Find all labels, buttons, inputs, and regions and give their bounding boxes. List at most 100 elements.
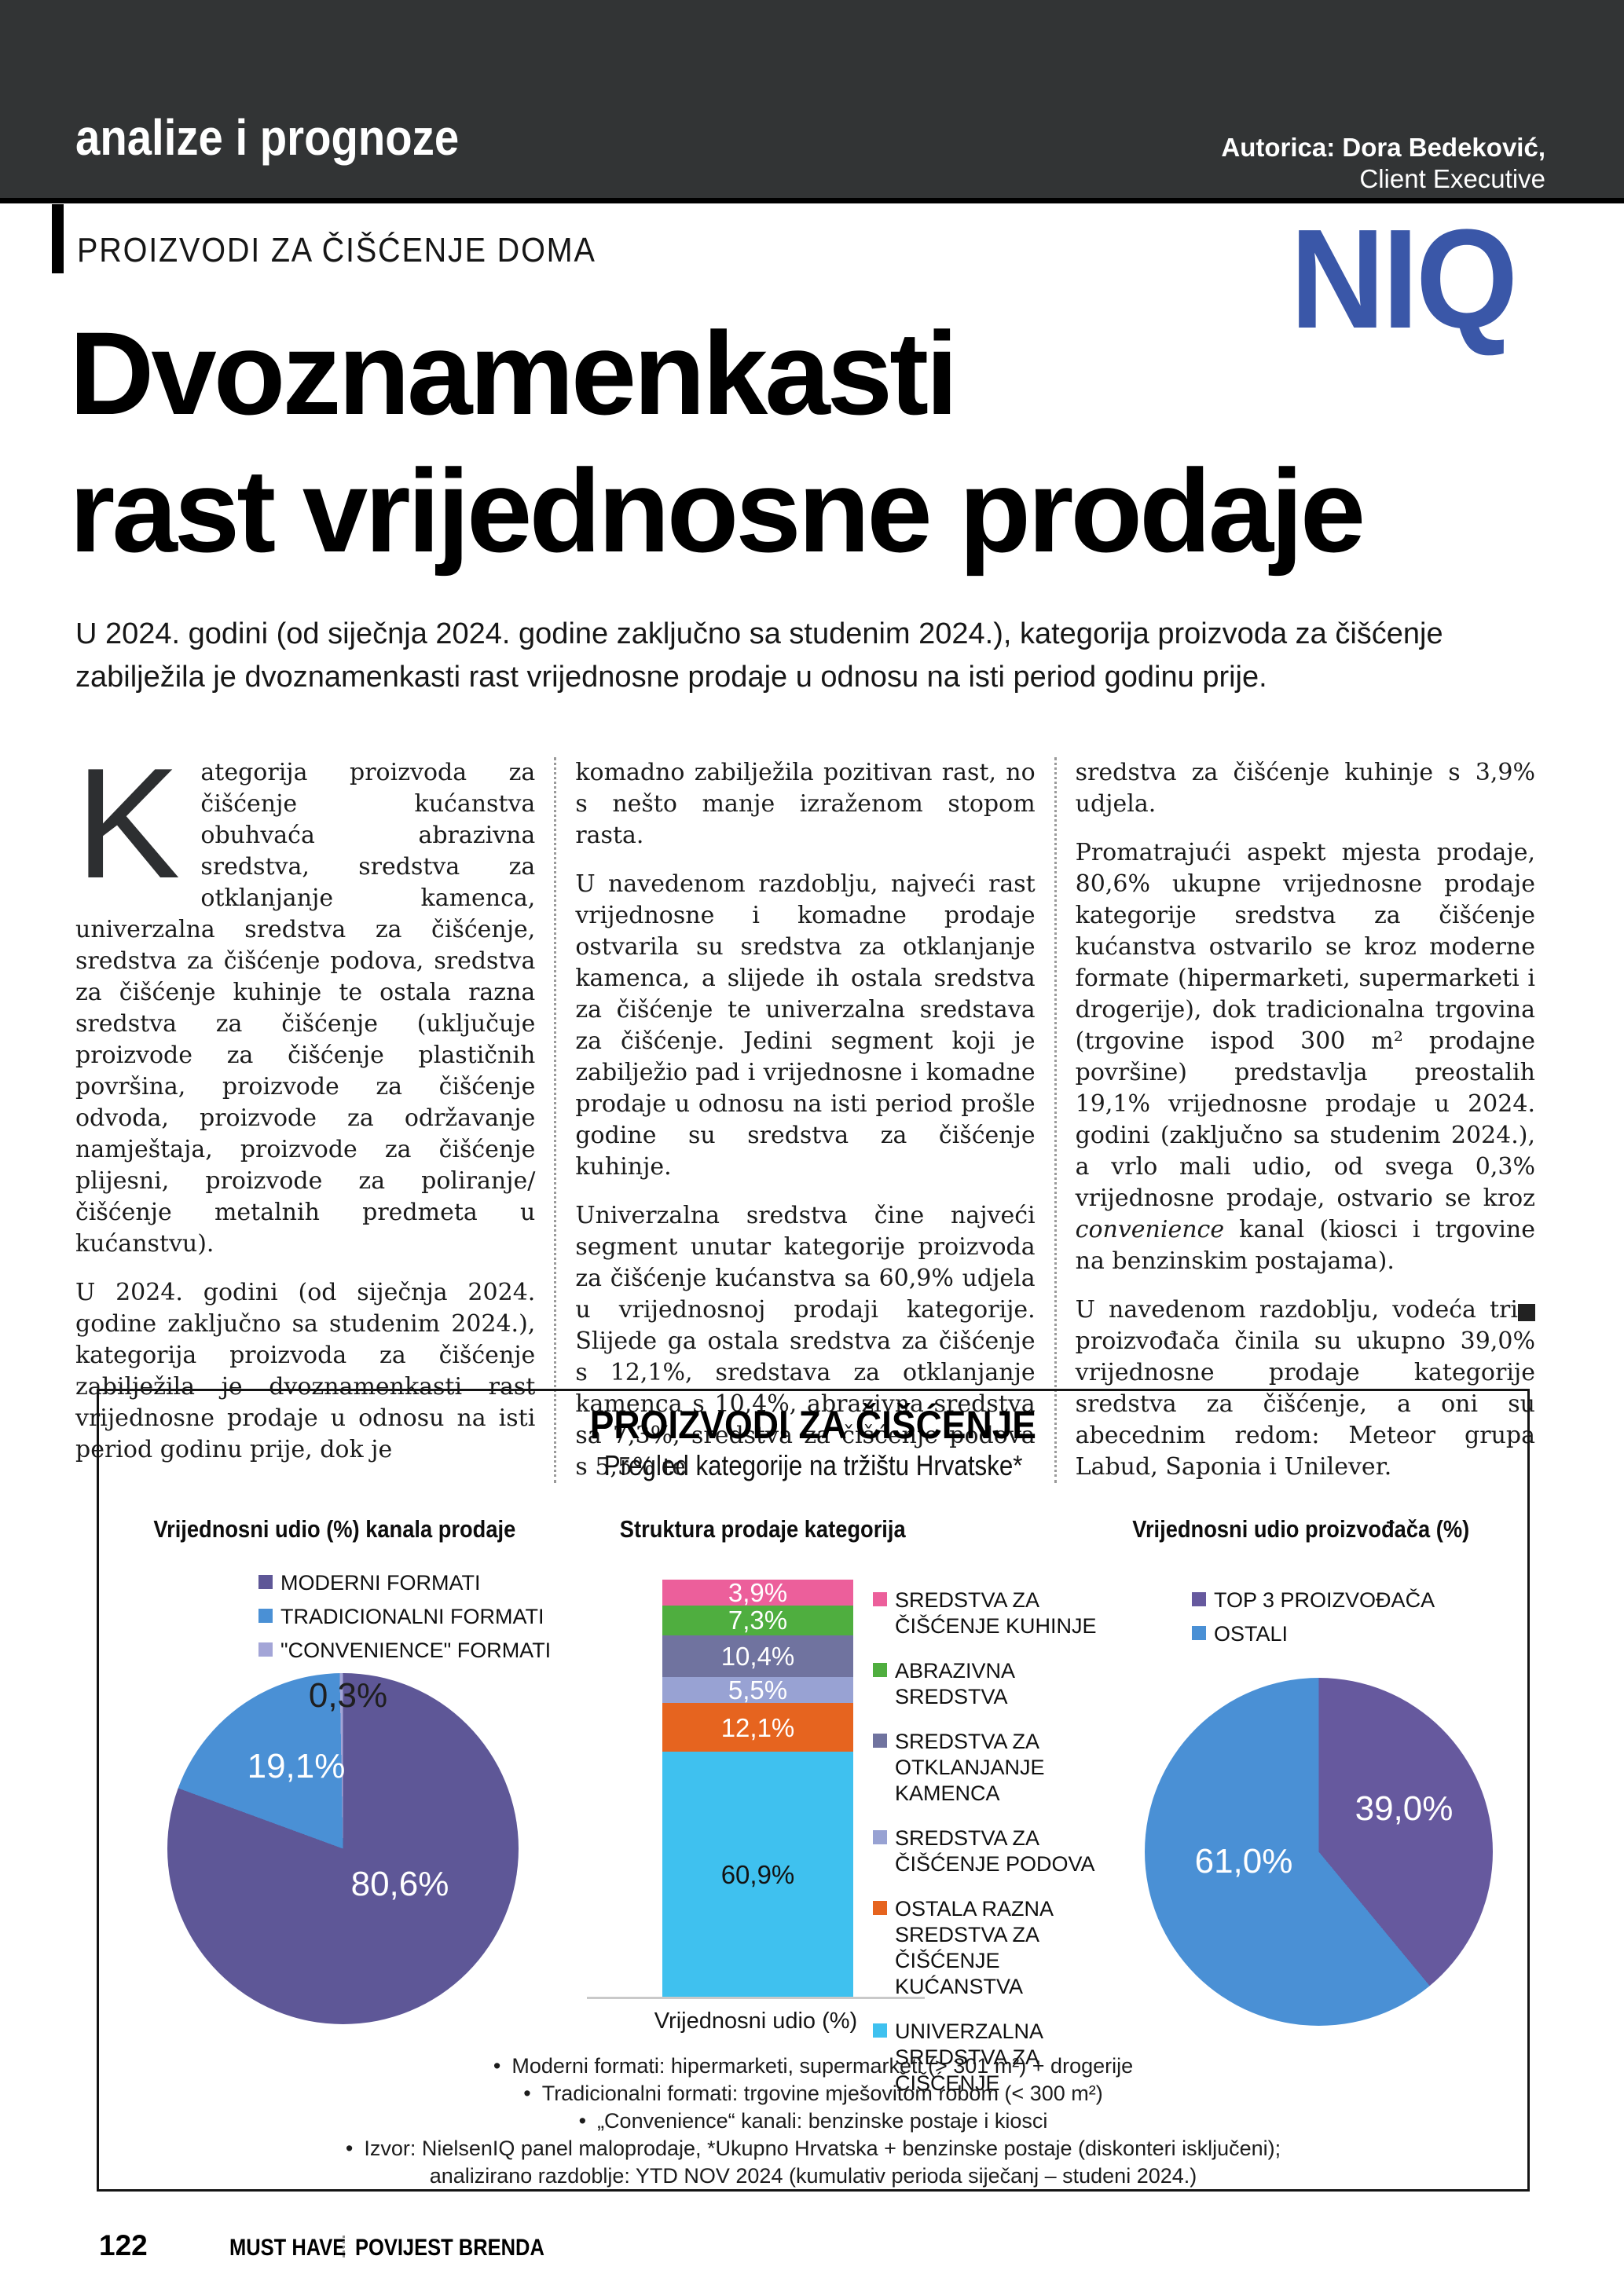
chart2-legend: SREDSTVA ZA ČIŠĆENJE KUHINJE ABRAZIVNA S… — [873, 1587, 1109, 2096]
header-band: analize i prognoze Autorica: Dora Bedeko… — [0, 0, 1624, 203]
bar-segment: 3,9% — [662, 1580, 853, 1606]
legend-item: TOP 3 PROIZVOĐAČA — [1192, 1587, 1435, 1613]
paragraph-text: kanal (kiosci i trgovine na benzinskim p… — [1075, 1216, 1535, 1275]
legend-swatch — [873, 1830, 887, 1844]
footnote-line: • Moderni formati: hipermarketi, supermar… — [99, 2052, 1527, 2080]
legend-item: SREDSTVA ZA ČIŠĆENJE PODOVA — [873, 1825, 1109, 1877]
legend-item: MODERNI FORMATI — [258, 1570, 551, 1596]
pie-value-label: 39,0% — [1355, 1789, 1454, 1828]
legend-swatch — [1192, 1626, 1206, 1640]
paragraph: komadno zabilježila pozitivan rast, no s… — [575, 759, 1036, 849]
paragraph: U 2024. godini (od siječnja 2024. godine… — [75, 1279, 536, 1463]
legend-item: OSTALI — [1192, 1621, 1435, 1647]
author-credit: Autorica: Dora Bedeković, Client Executi… — [1221, 132, 1545, 195]
pie-value-label: 0,3% — [308, 1676, 388, 1715]
legend-swatch — [873, 2023, 887, 2038]
paragraph-text: ategorija proizvoda za čišćenje kućanstv… — [75, 759, 536, 1258]
bar-segment: 7,3% — [662, 1606, 853, 1635]
chart3-legend: TOP 3 PROIZVOĐAČA OSTALI — [1192, 1587, 1435, 1647]
bar-segment: 5,5% — [662, 1675, 853, 1705]
footer-divider — [343, 2236, 345, 2258]
legend-item: ABRAZIVNA SREDSTVA — [873, 1658, 1109, 1710]
footer-magazine-name: MUST HAVE — [229, 2235, 346, 2261]
bar-segment-value: 3,9% — [728, 1578, 788, 1607]
bullet: • — [493, 2054, 501, 2078]
legend-label: SREDSTVA ZA OTKLANJANJE KAMENCA — [895, 1730, 1045, 1805]
body-column-3: sredstva za čišćenje kuhinje s 3,9% udje… — [1057, 757, 1535, 1483]
legend-label: SREDSTVA ZA ČIŠĆENJE KUHINJE — [895, 1588, 1097, 1638]
bar-segment-value: 12,1% — [720, 1712, 795, 1742]
chart-footnotes: • Moderni formati: hipermarketi, supermar… — [99, 2052, 1527, 2190]
chart-panel-subtitle: Pregled kategorije na tržištu Hrvatske* — [99, 1449, 1527, 1482]
footnote-text: Moderni formati: hipermarketi, supermark… — [511, 2054, 1134, 2078]
bullet: • — [578, 2109, 587, 2133]
channels-pie-chart — [167, 1673, 519, 2024]
legend-swatch — [258, 1642, 273, 1657]
chart3-title: Vrijednosni udio proizvođača (%) — [1081, 1515, 1521, 1543]
footnote-text: analizirano razdoblje: YTD NOV 2024 (kum… — [429, 2164, 1197, 2188]
paragraph: U navedenom razdoblju, vodeća tri proizv… — [1076, 1294, 1535, 1483]
footnote-text: Izvor: NielsenIQ panel maloprodaje, *Uku… — [364, 2137, 1281, 2160]
legend-label: ABRAZIVNA SREDSTVA — [895, 1659, 1014, 1708]
bar-segment: 10,4% — [662, 1635, 853, 1677]
niq-logo: NIQ — [1290, 200, 1518, 358]
bullet: • — [523, 2082, 531, 2105]
legend-swatch — [873, 1592, 887, 1606]
chart2-title-text: Struktura prodaje kategorija — [620, 1515, 906, 1543]
bar-axis-line — [587, 1997, 925, 1999]
bar-segment-value: 10,4% — [720, 1641, 795, 1671]
legend-label: TOP 3 PROIZVOĐAČA — [1214, 1588, 1435, 1612]
page-number: 122 — [99, 2229, 148, 2261]
chart-panel-subtitle-text: Pregled kategorije na tržištu Hrvatske* — [603, 1449, 1023, 1481]
bar-segment-value: 60,9% — [720, 1860, 795, 1890]
pie-value-label: 80,6% — [350, 1865, 449, 1903]
legend-item: SREDSTVA ZA OTKLANJANJE KAMENCA — [873, 1729, 1109, 1807]
paragraph: Promatrajući aspekt mjesta prodaje, 80,6… — [1076, 837, 1535, 1277]
bullet: • — [345, 2137, 354, 2160]
magazine-kicker: analize i prognoze — [75, 109, 460, 166]
legend-label: UNIVERZALNA SREDSTVA ZA ČIŠĆENJE — [895, 2020, 1043, 2095]
chart-panel-title: PROIZVODI ZA ČIŠĆENJE — [99, 1402, 1527, 1448]
legend-label: SREDSTVA ZA ČIŠĆENJE PODOVA — [895, 1826, 1095, 1876]
article-section-label: PROIZVODI ZA ČIŠĆENJE DOMA — [77, 231, 596, 269]
footnote-line: • „Convenience“ kanali: benzinske postaje… — [99, 2107, 1527, 2135]
legend-swatch — [873, 1663, 887, 1677]
legend-label: TRADICIONALNI FORMATI — [280, 1605, 544, 1628]
chart2-title: Struktura prodaje kategorija — [578, 1515, 948, 1543]
chart1-title-text: Vrijednosni udio (%) kanala prodaje — [153, 1515, 516, 1543]
footnote-line: analizirano razdoblje: YTD NOV 2024 (kum… — [99, 2162, 1527, 2190]
body-column-2: komadno zabilježila pozitivan rast, no s… — [556, 757, 1057, 1483]
legend-item: TRADICIONALNI FORMATI — [258, 1604, 551, 1630]
headline-line2: rast vrijednosne prodaje — [69, 445, 1366, 577]
legend-item: SREDSTVA ZA ČIŠĆENJE KUHINJE — [873, 1587, 1109, 1639]
author-role: Client Executive — [1359, 164, 1545, 193]
legend-swatch — [873, 1901, 887, 1915]
drop-cap: K — [75, 736, 181, 911]
category-structure-bar: 3,9% 7,3% 10,4% 5,5% 12,1% 60,9% — [662, 1580, 853, 1998]
legend-item: UNIVERZALNA SREDSTVA ZA ČIŠĆENJE — [873, 2019, 1109, 2096]
legend-label: "CONVENIENCE" FORMATI — [280, 1639, 552, 1662]
author-name: Autorica: Dora Bedeković, — [1221, 133, 1545, 162]
legend-swatch — [1192, 1592, 1206, 1606]
end-of-article-mark — [1517, 1304, 1535, 1321]
chart-panel: PROIZVODI ZA ČIŠĆENJE Pregled kategorije… — [97, 1389, 1530, 2192]
legend-swatch — [258, 1575, 273, 1589]
chart-panel-title-text: PROIZVODI ZA ČIŠĆENJE — [589, 1403, 1037, 1447]
legend-item: OSTALA RAZNA SREDSTVA ZA ČIŠĆENJE KUĆANS… — [873, 1896, 1109, 2000]
footnote-text: „Convenience“ kanali: benzinske postaje … — [597, 2109, 1048, 2133]
manufacturers-pie-chart — [1145, 1678, 1493, 2026]
italic-term: convenience — [1075, 1216, 1225, 1243]
headline: Dvoznamenkasti rast vrijednosne prodaje — [69, 305, 1366, 580]
legend-swatch — [258, 1609, 273, 1623]
bar-segment-value: 7,3% — [728, 1606, 788, 1635]
bar-segment-value: 5,5% — [728, 1675, 788, 1705]
pie-value-label: 61,0% — [1194, 1842, 1293, 1880]
paragraph-text: Promatrajući aspekt mjesta prodaje, 80,6… — [1075, 839, 1535, 1212]
legend-item: "CONVENIENCE" FORMATI — [258, 1638, 551, 1664]
headline-line1: Dvoznamenkasti — [69, 307, 959, 439]
chart1-legend: MODERNI FORMATI TRADICIONALNI FORMATI "C… — [258, 1570, 551, 1664]
